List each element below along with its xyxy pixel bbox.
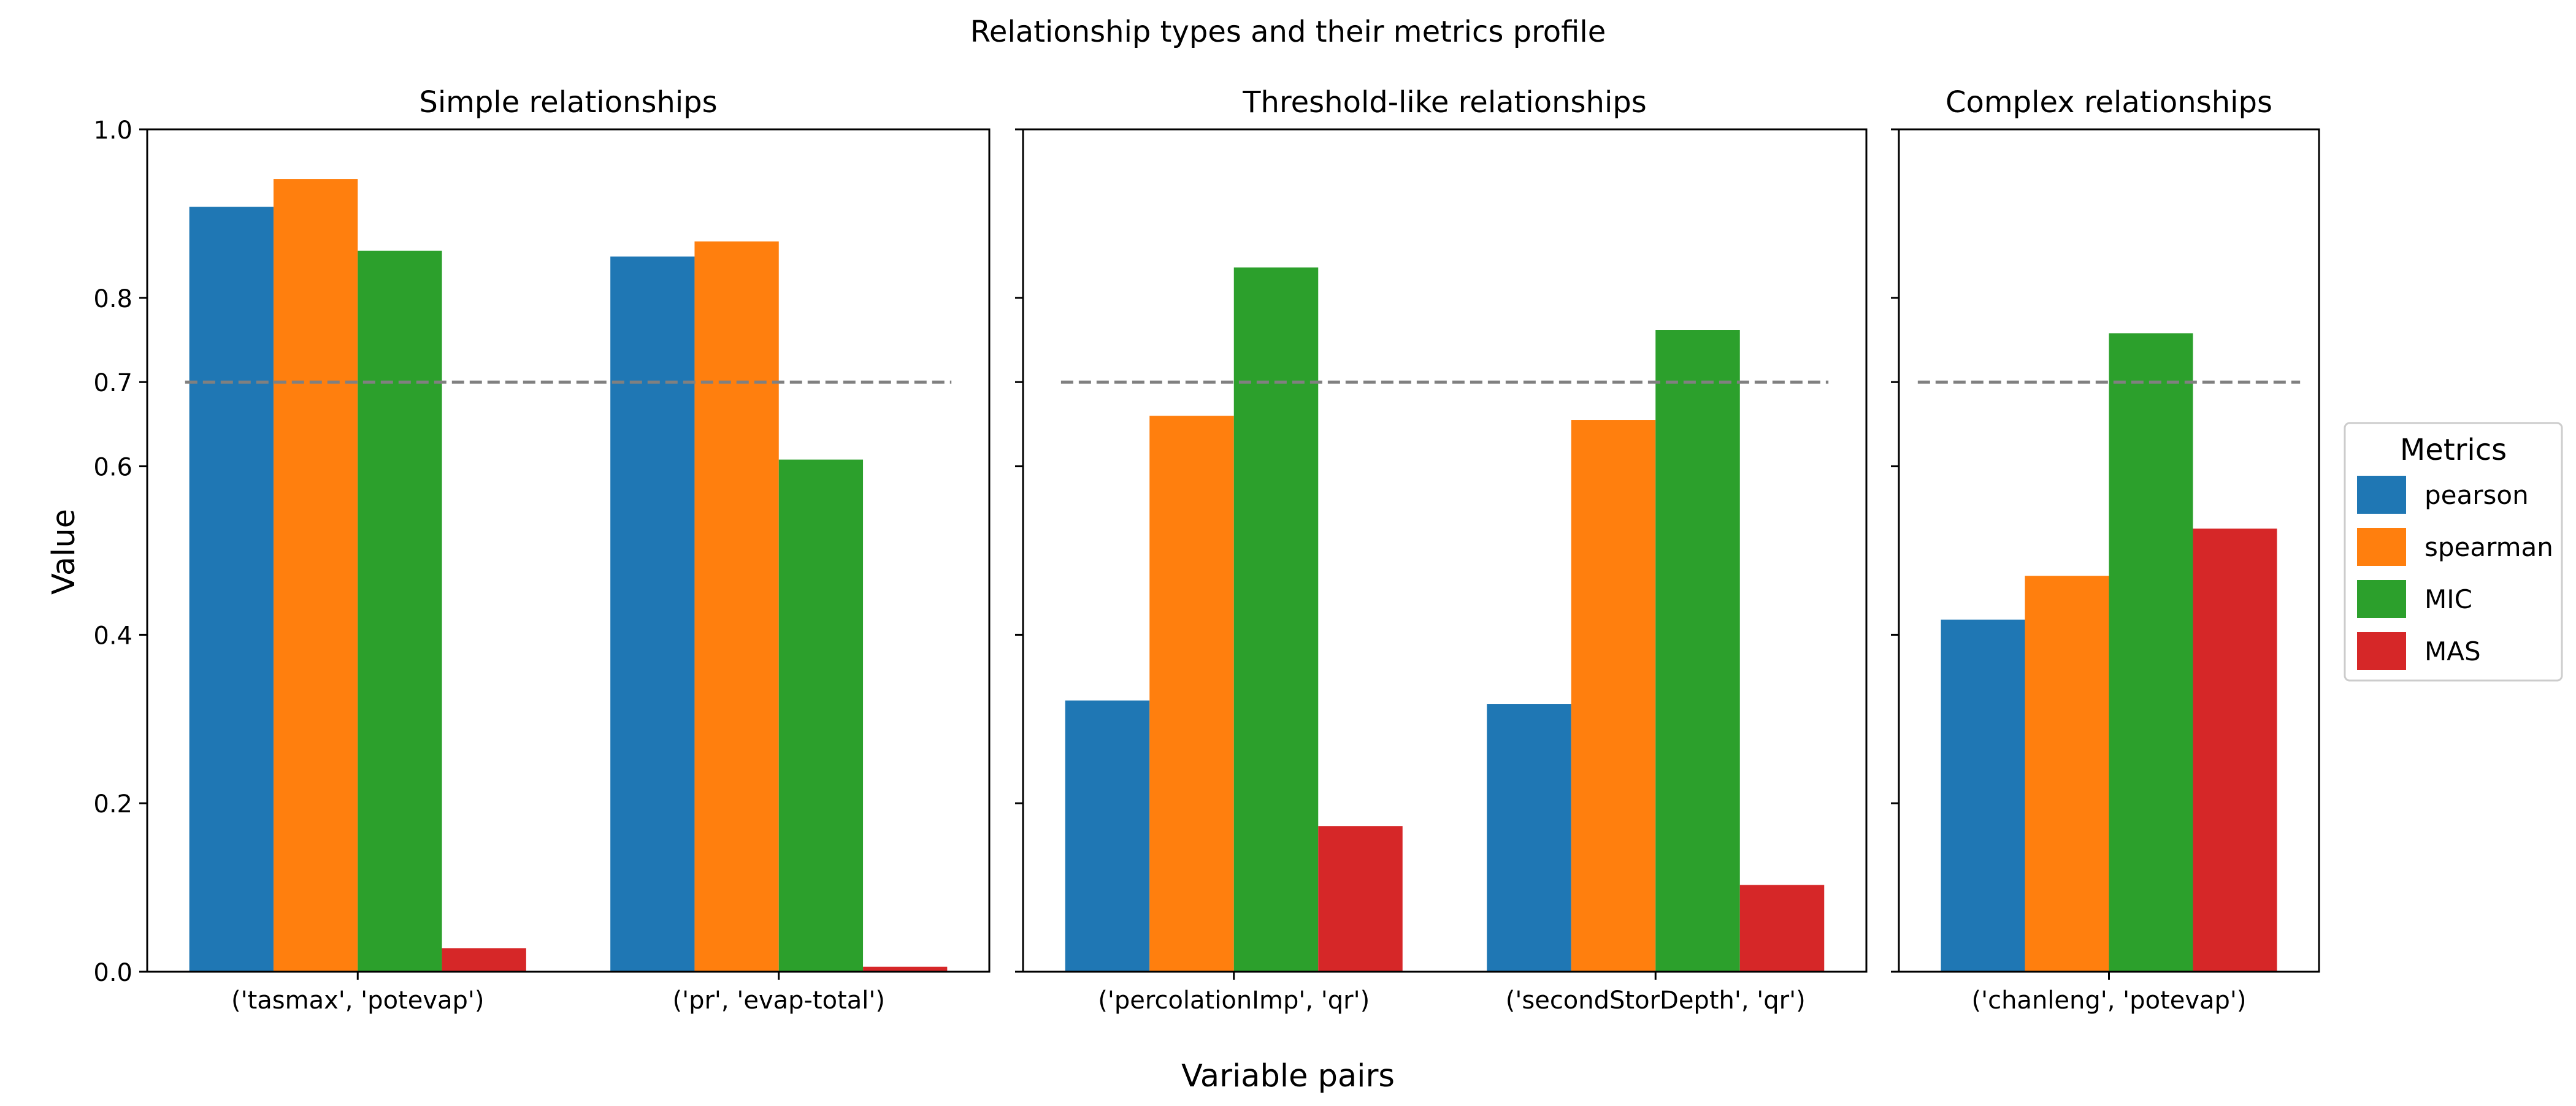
panel-title: Threshold-like relationships	[1242, 85, 1647, 120]
panel-title: Complex relationships	[1945, 85, 2272, 120]
legend-swatch-spearman	[2357, 528, 2406, 566]
bar-spearman-1	[273, 179, 358, 972]
y-tick-label: 1.0	[93, 116, 132, 145]
legend: Metrics pearson spearman MIC MAS	[2344, 422, 2563, 682]
bar-pearson-2	[610, 256, 695, 972]
bar-spearman-2	[1571, 420, 1656, 972]
panel-3: ('chanleng', 'potevap') Complex relations…	[1891, 85, 2320, 1015]
bar-MAS-2	[863, 966, 948, 972]
legend-label-spearman: spearman	[2425, 532, 2553, 562]
bar-pearson-1	[1065, 700, 1150, 972]
bar-MIC-1	[1233, 267, 1319, 972]
legend-label-MAS: MAS	[2425, 636, 2481, 666]
legend-label-pearson: pearson	[2425, 480, 2529, 510]
y-tick-label: 0.4	[93, 622, 132, 650]
chart-title: Relationship types and their metrics pro…	[970, 15, 1606, 49]
y-tick-label: 0.0	[93, 959, 132, 987]
bar-spearman-1	[2025, 576, 2109, 972]
x-tick-label: ('pr', 'evap-total')	[672, 986, 885, 1015]
bar-MIC-1	[358, 250, 442, 972]
x-tick-label: ('tasmax', 'potevap')	[231, 986, 485, 1015]
x-tick-label: ('chanleng', 'potevap')	[1971, 986, 2246, 1015]
x-tick-label: ('percolationImp', 'qr')	[1098, 986, 1370, 1015]
bar-spearman-1	[1149, 416, 1234, 972]
panel-2: ('percolationImp', 'qr') ('secondStorDept…	[1015, 85, 1868, 1015]
bar-MAS-1	[2193, 528, 2277, 972]
bar-pearson-2	[1487, 704, 1571, 972]
bar-pearson-1	[189, 207, 274, 972]
y-tick-label: 0.8	[93, 285, 132, 313]
bar-MAS-1	[1318, 826, 1403, 972]
y-tick-label: 0.2	[93, 790, 132, 818]
bar-MIC-2	[1655, 330, 1740, 972]
y-tick-label: 0.7	[93, 369, 132, 397]
panels-layer: 0.0 0.2 0.4 0.6 0.7 0.8 1.0 ('tasmax', 'potevap…	[93, 85, 2320, 1015]
bar-MAS-2	[1739, 885, 1825, 972]
legend-title: Metrics	[2400, 433, 2507, 467]
bar-MIC-1	[2109, 333, 2193, 972]
y-axis-label: Value	[46, 509, 82, 595]
bar-pearson-1	[1941, 619, 2025, 972]
panel-1: 0.0 0.2 0.4 0.6 0.7 0.8 1.0 ('tasmax', 'potevap…	[93, 85, 991, 1015]
bar-spearman-2	[694, 241, 779, 972]
x-tick-label: ('secondStorDepth', 'qr')	[1506, 986, 1806, 1015]
bar-MAS-1	[442, 948, 526, 972]
legend-swatch-pearson	[2357, 476, 2406, 514]
panel-frame	[1022, 128, 1868, 973]
legend-swatch-MIC	[2357, 580, 2406, 618]
x-axis-label: Variable pairs	[1181, 1058, 1395, 1094]
panel-title: Simple relationships	[419, 85, 717, 120]
legend-swatch-MAS	[2357, 632, 2406, 670]
bar-MIC-2	[778, 459, 864, 972]
panel-frame	[146, 128, 991, 973]
legend-label-MIC: MIC	[2425, 584, 2472, 614]
y-tick-label: 0.6	[93, 454, 132, 482]
